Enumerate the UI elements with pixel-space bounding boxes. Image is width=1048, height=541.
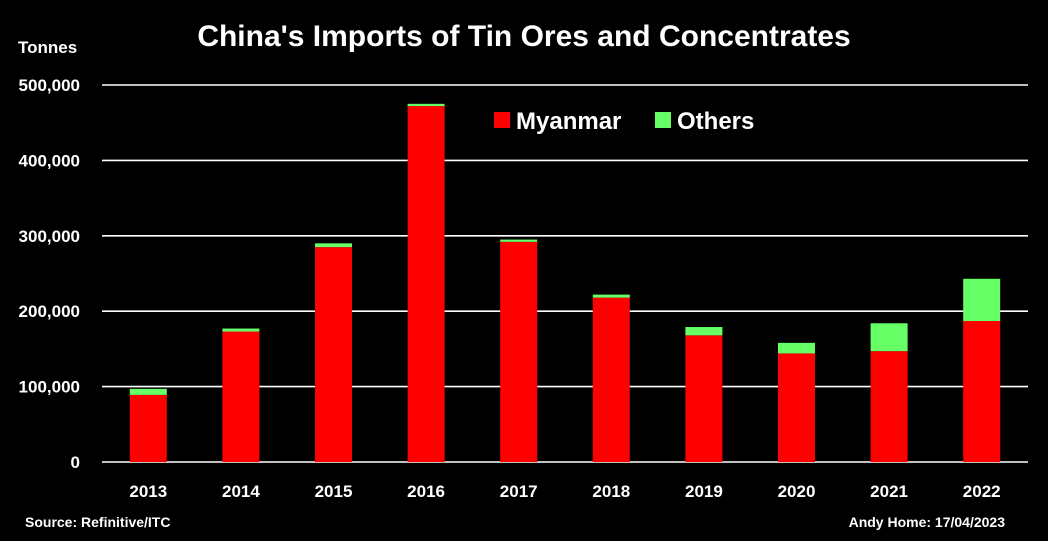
bar-others-2017: [500, 239, 538, 242]
bar-others-2020: [778, 342, 815, 354]
bar-others-2016: [407, 103, 445, 107]
source-note: Source: Refinitive/ITC: [25, 514, 170, 530]
x-tick-label-2021: 2021: [870, 482, 908, 501]
bar-myanmar-2021: [870, 351, 908, 462]
y-tick-label: 400,000: [19, 151, 80, 170]
bar-others-2019: [685, 327, 723, 336]
y-tick-label: 0: [71, 453, 80, 472]
y-tick-label: 100,000: [19, 378, 80, 397]
legend: Myanmar Others: [494, 108, 754, 135]
bar-myanmar-2016: [407, 106, 445, 462]
legend-label-others: Others: [677, 108, 754, 135]
x-tick-label-2014: 2014: [222, 482, 260, 501]
x-tick-label-2016: 2016: [407, 482, 445, 501]
x-tick-labels: 2013 2014 2015 2016 2017 2018 2019 2020 2021 2022: [129, 482, 1000, 501]
bar-myanmar-2017: [500, 241, 538, 462]
x-tick-label-2015: 2015: [315, 482, 353, 501]
y-axis-label: Tonnes: [18, 38, 77, 57]
x-tick-label-2017: 2017: [500, 482, 538, 501]
chart-title: China's Imports of Tin Ores and Concentr…: [197, 20, 850, 53]
x-tick-label-2022: 2022: [963, 482, 1001, 501]
bar-others-2021: [870, 323, 908, 352]
y-tick-label: 500,000: [19, 76, 80, 95]
bar-myanmar-2019: [685, 335, 723, 462]
x-tick-label-2018: 2018: [592, 482, 630, 501]
bars: [129, 103, 1001, 462]
bar-others-2018: [592, 294, 630, 298]
legend-swatch-others: [655, 112, 671, 128]
legend-swatch-myanmar: [494, 112, 510, 128]
y-tick-label: 200,000: [19, 302, 80, 321]
bar-myanmar-2015: [315, 247, 352, 462]
bar-others-2014: [222, 328, 260, 332]
legend-label-myanmar: Myanmar: [516, 108, 621, 135]
y-tick-labels: 0 100,000 200,000 300,000 400,000 500,000: [19, 76, 80, 472]
x-tick-label-2020: 2020: [778, 482, 816, 501]
bar-myanmar-2020: [778, 353, 815, 462]
bar-myanmar-2022: [963, 321, 1001, 462]
author-credit: Andy Home: 17/04/2023: [849, 514, 1006, 530]
bar-myanmar-2013: [129, 394, 167, 462]
bar-myanmar-2014: [222, 331, 260, 462]
bar-others-2015: [315, 243, 352, 248]
bar-myanmar-2018: [592, 297, 630, 462]
x-tick-label-2013: 2013: [129, 482, 167, 501]
bar-others-2013: [129, 388, 167, 395]
bar-others-2022: [963, 278, 1001, 322]
x-tick-label-2019: 2019: [685, 482, 723, 501]
y-tick-label: 300,000: [19, 227, 80, 246]
